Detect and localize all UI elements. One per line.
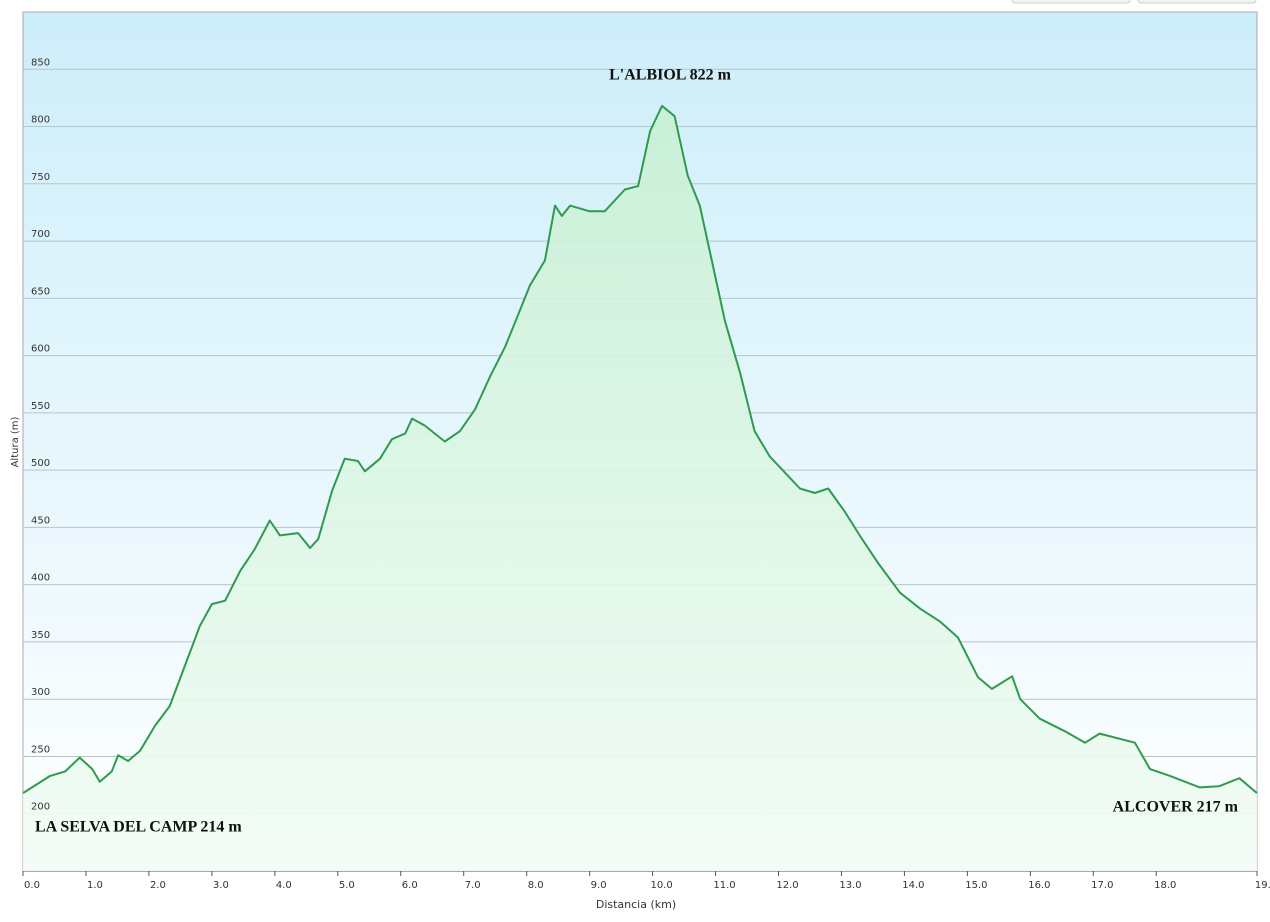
area-fill <box>23 105 1257 871</box>
x-tick-label: 5.0 <box>339 880 355 891</box>
annotation: LA SELVA DEL CAMP 214 m <box>35 819 242 836</box>
y-tick-label: 300 <box>31 687 50 698</box>
y-tick-label: 250 <box>31 744 50 755</box>
x-tick-label: 19.6 <box>1255 880 1270 891</box>
x-tick-label: 11.0 <box>713 880 735 891</box>
x-tick-label: 1.0 <box>87 880 103 891</box>
x-tick-label: 9.0 <box>591 880 607 891</box>
y-tick-label: 500 <box>31 458 50 469</box>
y-tick-label: 600 <box>31 344 50 355</box>
y-tick-label: 700 <box>31 229 50 240</box>
x-tick-label: 12.0 <box>776 880 798 891</box>
y-axis-label: Altura (m) <box>10 416 21 467</box>
x-tick-label: 6.0 <box>402 880 418 891</box>
y-tick-label: 200 <box>31 802 50 813</box>
y-tick-label: 350 <box>31 630 50 641</box>
x-tick-label: 18.0 <box>1154 880 1176 891</box>
x-axis-label: Distancia (km) <box>596 898 676 911</box>
x-tick-label: 15.0 <box>965 880 987 891</box>
y-tick-label: 400 <box>31 573 50 584</box>
y-tick-label: 800 <box>31 115 50 126</box>
x-tick-label: 2.0 <box>150 880 166 891</box>
toolbar-button[interactable] <box>1137 0 1257 4</box>
x-tick-label: 17.0 <box>1091 880 1113 891</box>
x-tick-label: 7.0 <box>465 880 481 891</box>
x-tick-label: 0.0 <box>24 880 40 891</box>
y-tick-label: 750 <box>31 172 50 183</box>
y-tick-label: 650 <box>31 286 50 297</box>
x-tick-label: 16.0 <box>1028 880 1050 891</box>
x-tick-label: 3.0 <box>213 880 229 891</box>
annotation: L'ALBIOL 822 m <box>609 67 731 84</box>
y-tick-label: 850 <box>31 57 50 68</box>
y-tick-label: 550 <box>31 401 50 412</box>
toolbar-button[interactable] <box>1011 0 1131 4</box>
x-tick-label: 13.0 <box>839 880 861 891</box>
elevation-line <box>22 104 1258 794</box>
x-tick-label: 4.0 <box>276 880 292 891</box>
annotation: ALCOVER 217 m <box>1113 799 1239 816</box>
x-tick-label: 8.0 <box>528 880 544 891</box>
x-tick-label: 14.0 <box>902 880 924 891</box>
x-tick-label: 10.0 <box>650 880 672 891</box>
y-tick-label: 450 <box>31 515 50 526</box>
